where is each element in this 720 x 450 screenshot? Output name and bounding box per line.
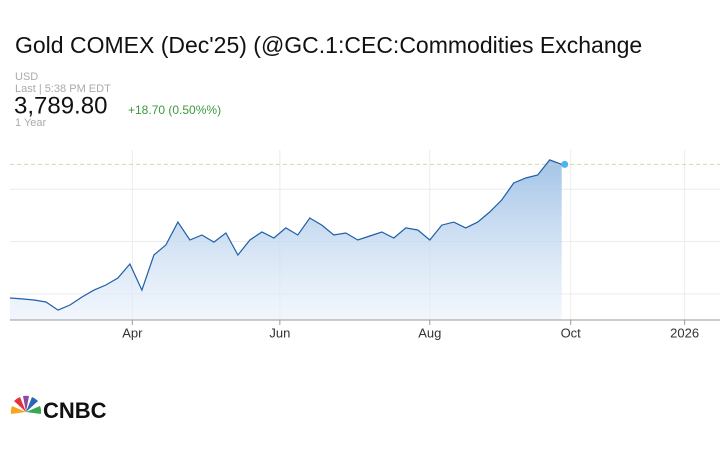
change: +18.70 (0.50%%) [128, 103, 221, 117]
x-tick-label: Oct [561, 325, 582, 340]
currency: USD [15, 71, 38, 83]
logo-icon [10, 395, 42, 414]
chart-title: Gold COMEX (Dec'25) (@GC.1:CEC:Commoditi… [15, 32, 642, 58]
logo-text: CNBC [43, 398, 107, 423]
last-point [561, 160, 569, 168]
last-time: Last | 5:38 PM EDT [15, 83, 111, 95]
price: 3,789.80 [14, 92, 107, 119]
period: 1 Year [15, 117, 47, 129]
x-tick-label: Aug [418, 325, 441, 340]
area-fill [10, 159, 562, 320]
plot: Apr Jun Aug Oct 2026 [9, 150, 720, 340]
line [9, 159, 562, 311]
x-tick-label: 2026 [670, 325, 699, 340]
x-tick-label: Jun [269, 325, 290, 340]
x-tick-label: Apr [122, 325, 143, 340]
